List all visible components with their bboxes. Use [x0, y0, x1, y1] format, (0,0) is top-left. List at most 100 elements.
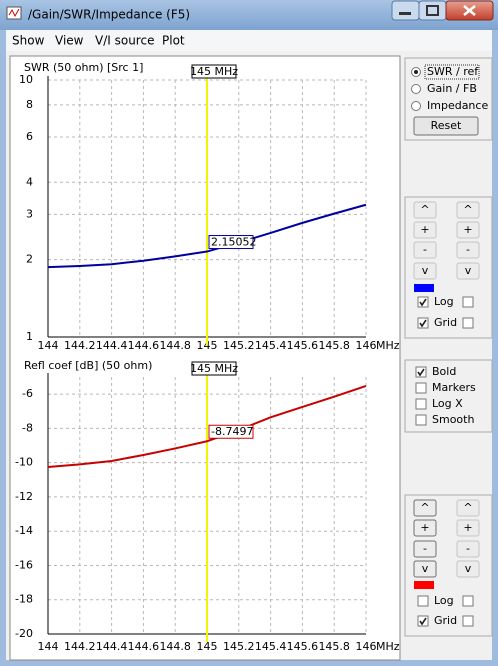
checkbox[interactable] [462, 595, 474, 607]
value-label: -8.7497 [211, 425, 253, 438]
step-button[interactable] [456, 262, 480, 280]
radio-label[interactable]: SWR / ref [427, 65, 479, 78]
checkbox-label[interactable]: Log [434, 594, 454, 607]
y-tick-label: 1 [26, 330, 33, 343]
x-tick-label: 145.6 [287, 339, 319, 352]
checkbox[interactable] [415, 414, 427, 426]
checkbox[interactable] [415, 366, 427, 378]
checkbox[interactable] [415, 398, 427, 410]
step-button[interactable] [413, 201, 437, 219]
y-tick-label: -20 [15, 627, 33, 640]
maximize-button[interactable] [418, 0, 447, 21]
maximize-icon [426, 5, 439, 16]
series-line [47, 384, 367, 468]
reset-button[interactable] [413, 116, 479, 136]
step-button[interactable] [456, 560, 480, 578]
y-tick-label: -18 [15, 593, 33, 606]
checkbox-label[interactable]: Log [434, 295, 454, 308]
cursor-label: 145 MHz [190, 362, 238, 375]
checkbox-label[interactable]: Markers [432, 381, 476, 394]
step-button-label: ^ [420, 501, 429, 514]
step-button-label: - [423, 542, 427, 555]
menu-item[interactable]: V/I source [95, 34, 154, 48]
radio[interactable] [411, 101, 421, 111]
menu-item[interactable]: Show [12, 34, 45, 48]
y-tick-label: 4 [26, 175, 33, 188]
x-unit: MHz [376, 640, 400, 653]
step-button[interactable] [413, 241, 437, 259]
close-icon [463, 5, 476, 16]
x-tick-label: 146 [356, 640, 377, 653]
checkbox[interactable] [417, 595, 429, 607]
step-button[interactable] [456, 519, 480, 537]
checkbox-label[interactable]: Smooth [432, 413, 474, 426]
menu-item[interactable]: Plot [162, 34, 185, 48]
checkbox-label[interactable]: Grid [434, 614, 457, 627]
checkbox-label[interactable]: Grid [434, 316, 457, 329]
x-unit: MHz [376, 339, 400, 352]
cursor-label-box [191, 361, 237, 376]
checkmark [419, 617, 427, 626]
step-button[interactable] [456, 241, 480, 259]
checkbox-label[interactable]: Log X [432, 397, 463, 410]
color-swatch[interactable] [414, 284, 434, 292]
menu-item[interactable]: View [55, 34, 84, 48]
y-tick-label: 10 [19, 73, 33, 86]
radio-label[interactable]: Impedance [427, 99, 488, 112]
step-button[interactable] [413, 499, 437, 517]
step-button[interactable] [413, 560, 437, 578]
step-button-label: v [422, 264, 429, 277]
y-tick-label: -10 [15, 456, 33, 469]
minimize-icon [399, 12, 411, 15]
step-button-label: + [463, 223, 472, 236]
x-tick-label: 145.2 [223, 339, 255, 352]
lower-control-group [404, 494, 493, 637]
step-button[interactable] [413, 519, 437, 537]
x-tick-label: 145.4 [255, 339, 287, 352]
step-button[interactable] [456, 499, 480, 517]
x-tick-label: 144.2 [64, 640, 96, 653]
radio[interactable] [411, 84, 421, 94]
checkbox[interactable] [417, 296, 429, 308]
y-tick-label: -8 [22, 421, 33, 434]
x-tick-label: 144.8 [159, 640, 191, 653]
step-button[interactable] [413, 262, 437, 280]
x-tick-label: 144.4 [96, 640, 128, 653]
checkbox[interactable] [462, 296, 474, 308]
cursor-label: 145 MHz [190, 65, 238, 78]
y-tick-label: 3 [26, 207, 33, 220]
checkbox[interactable] [417, 615, 429, 627]
checkmark [419, 319, 427, 328]
step-button[interactable] [413, 221, 437, 239]
reset-label: Reset [431, 119, 462, 132]
step-button[interactable] [456, 540, 480, 558]
step-button-label: - [466, 542, 470, 555]
radio-label[interactable]: Gain / FB [427, 82, 477, 95]
checkbox[interactable] [415, 382, 427, 394]
color-swatch[interactable] [414, 581, 434, 589]
y-tick-label: -14 [15, 524, 33, 537]
checkbox[interactable] [462, 317, 474, 329]
checkbox[interactable] [417, 317, 429, 329]
y-axis-title: Refl coef [dB] (50 ohm) [24, 359, 152, 372]
x-tick-label: 145 [197, 640, 218, 653]
minimize-button[interactable] [391, 0, 420, 21]
radio-dot [414, 70, 418, 74]
step-button-label: + [420, 521, 429, 534]
x-tick-label: 144 [38, 339, 59, 352]
x-tick-label: 145.6 [287, 640, 319, 653]
checkbox-label[interactable]: Bold [432, 365, 456, 378]
x-tick-label: 145.8 [318, 339, 350, 352]
menu-bar [6, 30, 492, 51]
x-tick-label: 144.6 [128, 640, 160, 653]
step-button[interactable] [456, 221, 480, 239]
value-label: 2.15052 [211, 236, 257, 249]
step-button[interactable] [413, 540, 437, 558]
x-tick-label: 145.8 [318, 640, 350, 653]
step-button[interactable] [456, 201, 480, 219]
x-tick-label: 145.4 [255, 640, 287, 653]
y-tick-label: -16 [15, 558, 33, 571]
y-tick-label: 2 [26, 253, 33, 266]
x-tick-label: 144.6 [128, 339, 160, 352]
checkbox[interactable] [462, 615, 474, 627]
